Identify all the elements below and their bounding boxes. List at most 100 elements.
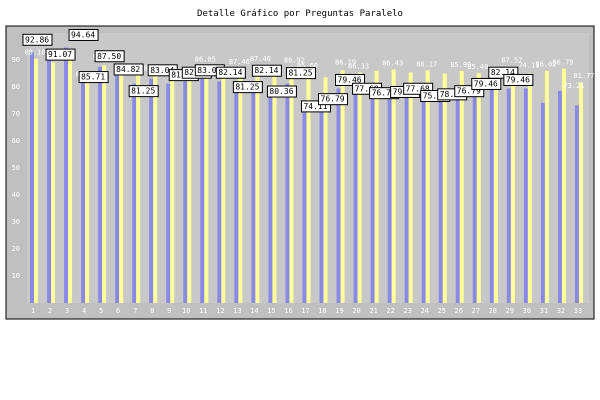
bar-series-a bbox=[30, 52, 34, 303]
x-tick-label: 5 bbox=[99, 307, 103, 315]
bar-series-a bbox=[183, 81, 188, 303]
faint-value-label: 86.33 bbox=[348, 62, 369, 70]
x-tick-label: 9 bbox=[167, 307, 171, 315]
x-tick-label: 30 bbox=[523, 307, 531, 315]
bar-series-b bbox=[255, 66, 260, 303]
bar-series-a bbox=[353, 93, 358, 303]
faint-value-label: 86.02 bbox=[535, 61, 556, 69]
bar-series-b bbox=[306, 71, 311, 303]
faint-value-label: 86.43 bbox=[382, 60, 403, 68]
x-tick-label: 27 bbox=[472, 307, 480, 315]
boxed-label-bg bbox=[403, 82, 434, 95]
x-tick-label: 17 bbox=[301, 307, 309, 315]
x-tick-label: 20 bbox=[352, 307, 360, 315]
x-tick-label: 26 bbox=[455, 307, 463, 315]
bar-series-b bbox=[425, 70, 430, 303]
bar-series-b bbox=[391, 69, 396, 303]
bar-series-b bbox=[544, 70, 549, 303]
bar-series-b bbox=[204, 65, 209, 304]
bar-series-a bbox=[370, 95, 375, 304]
x-tick-label: 11 bbox=[199, 307, 207, 315]
bar-series-b bbox=[68, 59, 73, 304]
boxed-value-label: 76.79 bbox=[321, 95, 345, 104]
bar-series-a bbox=[523, 88, 528, 303]
bar-series-a bbox=[336, 88, 341, 303]
bar-series-b bbox=[238, 67, 243, 303]
boxed-value-label: 82.14 bbox=[254, 66, 278, 75]
bar-series-a bbox=[455, 95, 460, 304]
faint-value-label: 86.79 bbox=[552, 59, 573, 67]
y-tick-label: 30 bbox=[12, 218, 20, 226]
bar-series-a bbox=[319, 95, 324, 304]
y-tick-label: 60 bbox=[12, 137, 20, 145]
bar-series-b bbox=[34, 58, 38, 304]
bar-series-a bbox=[302, 102, 307, 303]
boxed-value-label: 94.64 bbox=[71, 30, 95, 39]
boxed-value-label: 81.25 bbox=[131, 87, 155, 96]
bar-series-a bbox=[489, 81, 494, 303]
x-tick-label: 25 bbox=[438, 307, 446, 315]
faint-value-label: 73.21 bbox=[563, 82, 584, 90]
x-tick-label: 23 bbox=[403, 307, 411, 315]
bar-series-b bbox=[323, 77, 328, 303]
boxed-label-bg bbox=[335, 73, 366, 86]
faint-value-label: 74.11 bbox=[518, 62, 539, 70]
bar-series-b bbox=[476, 72, 481, 304]
x-tick-label: 18 bbox=[318, 307, 326, 315]
bar-series-b bbox=[153, 66, 158, 303]
faint-value-label: 87.57 bbox=[501, 57, 522, 65]
boxed-value-label: 81.25 bbox=[235, 83, 259, 92]
x-tick-label: 8 bbox=[150, 307, 154, 315]
boxed-value-label: 83.04 bbox=[197, 66, 221, 75]
x-tick-label: 24 bbox=[420, 307, 428, 315]
bar-series-b bbox=[136, 74, 141, 303]
boxed-value-label: 74.11 bbox=[303, 102, 327, 111]
boxed-value-label: 82.14 bbox=[218, 68, 242, 77]
bar-series-a bbox=[132, 83, 137, 303]
x-tick-label: 29 bbox=[506, 307, 514, 315]
faint-value-label: 85.60 bbox=[297, 62, 318, 70]
bar-series-b bbox=[340, 70, 345, 303]
bar-series-b bbox=[357, 72, 362, 303]
boxed-label-bg bbox=[215, 66, 246, 79]
faint-value-label: 86.17 bbox=[416, 60, 437, 68]
bar-series-b bbox=[272, 72, 277, 303]
boxed-label-bg bbox=[128, 85, 159, 98]
x-tick-label: 12 bbox=[216, 307, 224, 315]
bar-series-b bbox=[561, 68, 566, 304]
y-tick-label: 10 bbox=[12, 272, 20, 280]
boxed-value-label: 92.86 bbox=[25, 35, 49, 44]
x-tick-label: 31 bbox=[540, 307, 548, 315]
boxed-label-bg bbox=[266, 85, 297, 98]
bar-series-b bbox=[187, 67, 192, 303]
boxed-value-label: 77.68 bbox=[355, 84, 379, 93]
x-tick-label: 10 bbox=[182, 307, 190, 315]
x-tick-label: 14 bbox=[250, 307, 258, 315]
boxed-label-bg bbox=[68, 28, 99, 41]
faint-value-label: 87.46 bbox=[250, 55, 271, 63]
bar-series-a bbox=[251, 81, 256, 303]
boxed-value-label: 87.50 bbox=[97, 52, 121, 61]
bar-series-a bbox=[47, 57, 52, 304]
boxed-label-bg bbox=[251, 64, 282, 77]
bar-series-a bbox=[421, 100, 426, 303]
bar-series-a bbox=[217, 81, 222, 303]
x-tick-label: 32 bbox=[557, 307, 565, 315]
bar-series-a bbox=[540, 102, 545, 303]
x-tick-label: 3 bbox=[65, 307, 69, 315]
bar-series-b bbox=[119, 66, 124, 303]
faint-value-label: 85.40 bbox=[467, 63, 488, 71]
bar-series-a bbox=[268, 86, 273, 303]
bar-series-b bbox=[527, 73, 532, 303]
boxed-value-label: 78.57 bbox=[440, 90, 464, 99]
bar-series-b bbox=[459, 70, 464, 304]
boxed-label-bg bbox=[503, 73, 534, 86]
bar-series-b bbox=[578, 82, 583, 303]
bar-series-b bbox=[85, 80, 90, 304]
boxed-value-label: 76.79 bbox=[372, 89, 396, 98]
x-tick-label: 28 bbox=[489, 307, 497, 315]
x-tick-label: 1 bbox=[31, 307, 35, 315]
faint-value-label: 85.99 bbox=[450, 61, 471, 69]
bar-series-a bbox=[285, 83, 290, 303]
